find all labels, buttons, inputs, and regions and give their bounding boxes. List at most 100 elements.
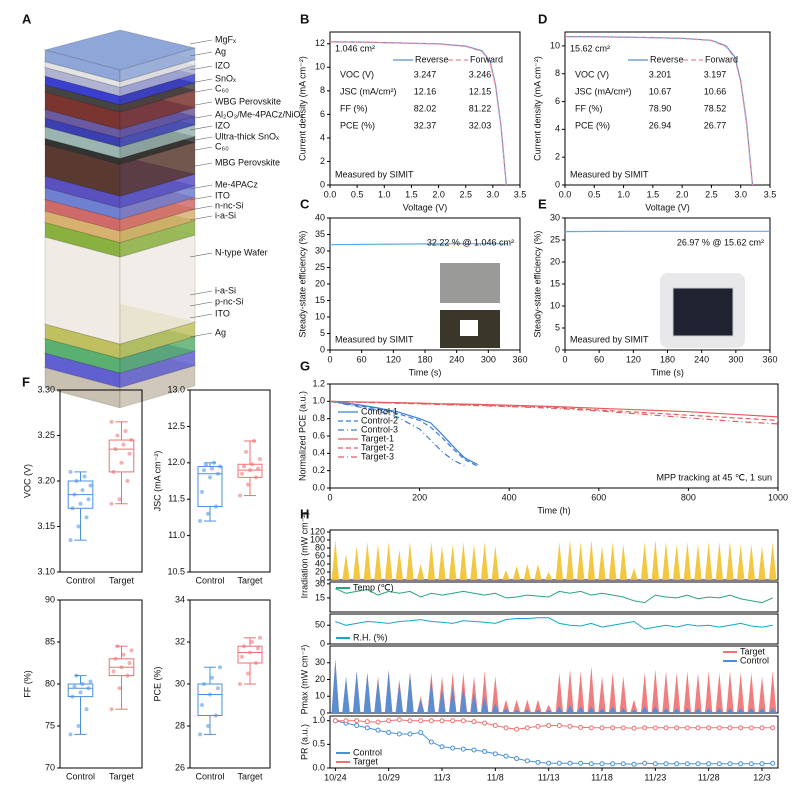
data-point bbox=[212, 460, 216, 465]
x-tick-label: 1.5 bbox=[647, 189, 660, 199]
marker bbox=[716, 725, 722, 731]
spike bbox=[512, 709, 521, 713]
marker bbox=[684, 761, 690, 767]
legend-label: Reverse bbox=[650, 54, 684, 64]
spike bbox=[619, 707, 628, 713]
plot-frame bbox=[329, 31, 521, 186]
y-tick-label: 10.5 bbox=[167, 566, 185, 576]
marker bbox=[556, 722, 562, 728]
marker bbox=[663, 725, 669, 731]
table-cell: 26.77 bbox=[704, 120, 727, 130]
marker bbox=[727, 725, 733, 731]
y-tick-label: 4 bbox=[320, 132, 325, 142]
spike bbox=[384, 542, 393, 580]
marker bbox=[706, 725, 712, 731]
y-tick-label: 11.5 bbox=[168, 494, 185, 504]
y-tick-label: 15 bbox=[550, 278, 560, 288]
y-tick-label: 5 bbox=[555, 322, 560, 332]
x-tick-label: 3.0 bbox=[734, 189, 747, 199]
panel-label: G bbox=[300, 358, 310, 373]
leader-line bbox=[189, 162, 213, 168]
spike bbox=[576, 542, 585, 580]
spike bbox=[544, 704, 553, 713]
layer-label: IZO bbox=[215, 60, 230, 70]
marker bbox=[599, 725, 605, 731]
y-axis-title: JSC (mA cm⁻²) bbox=[152, 451, 162, 512]
spike bbox=[555, 672, 564, 713]
spike bbox=[374, 544, 382, 580]
spike bbox=[342, 554, 350, 580]
y-tick-label: 20 bbox=[315, 674, 325, 684]
layer-label: C₆₀ bbox=[215, 141, 229, 151]
y-tick-label: 75 bbox=[45, 720, 55, 730]
marker bbox=[684, 725, 690, 731]
table-row-label: FF (%) bbox=[340, 103, 368, 113]
marker bbox=[407, 731, 413, 737]
layer-label: n-nc-Si bbox=[215, 200, 244, 210]
marker bbox=[599, 761, 605, 767]
y-tick-label: 32 bbox=[175, 636, 185, 646]
data-point bbox=[258, 457, 262, 462]
data-point bbox=[246, 671, 250, 676]
y-tick-label: 90 bbox=[45, 594, 55, 604]
layer-label: ITO bbox=[215, 308, 230, 318]
marker bbox=[631, 761, 637, 767]
spike bbox=[694, 672, 702, 713]
leader-line bbox=[189, 88, 213, 94]
data-point bbox=[109, 419, 114, 424]
data-point bbox=[254, 661, 258, 665]
line-series bbox=[329, 400, 479, 466]
table-cell: 10.67 bbox=[649, 86, 672, 96]
marker bbox=[642, 725, 648, 731]
x-tick-label: 1.0 bbox=[378, 189, 391, 199]
data-point bbox=[78, 690, 83, 695]
layer-label: Ultra-thick SnOₓ bbox=[215, 131, 279, 141]
data-point bbox=[129, 438, 134, 443]
y-tick-label: 20 bbox=[315, 278, 325, 288]
area-label: 15.62 cm² bbox=[570, 43, 610, 53]
spike bbox=[566, 669, 574, 713]
spike bbox=[640, 672, 649, 713]
y-tick-label: 0.2 bbox=[312, 465, 325, 475]
spike bbox=[651, 540, 660, 580]
spike bbox=[331, 659, 340, 713]
spike bbox=[694, 544, 702, 580]
plot-frame bbox=[189, 389, 271, 573]
spike bbox=[512, 566, 521, 580]
leader-line bbox=[189, 313, 213, 319]
spike bbox=[523, 709, 532, 713]
x-tick-label: Control bbox=[66, 575, 95, 585]
spike bbox=[768, 671, 777, 713]
spike bbox=[491, 702, 500, 713]
spike bbox=[736, 544, 745, 580]
y-tick-label: 2 bbox=[320, 156, 325, 166]
x-tick-label: 11/18 bbox=[591, 772, 613, 782]
plot-frame bbox=[564, 31, 771, 186]
spike bbox=[768, 707, 777, 713]
marker bbox=[428, 739, 434, 745]
marker bbox=[620, 725, 626, 731]
marker bbox=[450, 718, 456, 724]
leader-line bbox=[189, 39, 213, 45]
spike bbox=[619, 544, 628, 580]
marker bbox=[396, 731, 402, 737]
spike bbox=[715, 542, 724, 580]
legend-label: Control bbox=[353, 747, 382, 757]
data-point bbox=[218, 464, 222, 469]
x-tick-label: 2.5 bbox=[705, 189, 718, 199]
photo bbox=[440, 263, 500, 303]
x-tick-label: 120 bbox=[626, 354, 641, 364]
data-point bbox=[198, 732, 202, 737]
y-axis-title: Steady-state efficiency (%) bbox=[297, 231, 307, 338]
table-row-label: JSC (mA/cm²) bbox=[340, 86, 397, 96]
layer-label: MgFₓ bbox=[215, 34, 236, 44]
layer-label: Ag bbox=[215, 327, 226, 337]
data-point bbox=[113, 447, 118, 452]
spike bbox=[598, 546, 606, 580]
x-tick-label: 120 bbox=[386, 354, 401, 364]
y-tick-label: 11.0 bbox=[168, 530, 185, 540]
marker bbox=[492, 722, 498, 728]
y-tick-label: 85 bbox=[45, 636, 55, 646]
table-cell: 78.90 bbox=[649, 103, 672, 113]
